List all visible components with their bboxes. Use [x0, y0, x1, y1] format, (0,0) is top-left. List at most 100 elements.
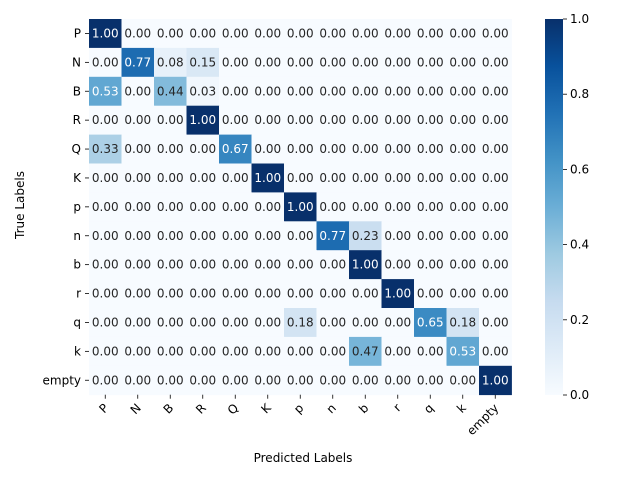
- heatmap-cell: [219, 308, 252, 338]
- cell-value-label: 0.00: [157, 142, 184, 156]
- cell-value-label: 0.00: [189, 258, 216, 272]
- heatmap-cell: [251, 221, 285, 251]
- heatmap-cell: [89, 279, 122, 309]
- heatmap-cell: [479, 105, 512, 135]
- cell-value-label: 0.00: [157, 258, 184, 272]
- heatmap-cell: [154, 250, 187, 280]
- heatmap-cell: [479, 19, 512, 49]
- cell-value-label: 0.08: [157, 55, 184, 69]
- cell-value-label: 0.00: [384, 200, 411, 214]
- heatmap-cell: [251, 250, 285, 280]
- heatmap-cell: [316, 134, 350, 164]
- heatmap-cell: [446, 336, 480, 367]
- cell-value-label: 0.00: [287, 55, 314, 69]
- heatmap-cell: [381, 163, 415, 193]
- cell-value-label: 0.00: [417, 171, 444, 185]
- cell-value-label: 0.00: [287, 287, 314, 301]
- heatmap-cell: [284, 279, 317, 309]
- cell-value-label: 0.00: [417, 113, 444, 127]
- cell-value-label: 0.00: [287, 373, 314, 387]
- heatmap-cell: [316, 221, 350, 251]
- heatmap-cell: [121, 105, 155, 135]
- colorbar-tick-label: 0.8: [570, 87, 589, 101]
- heatmap-cell: [479, 76, 512, 107]
- cell-value-label: 0.00: [254, 26, 281, 40]
- heatmap-cell: [446, 47, 480, 78]
- cell-value-label: 0.00: [254, 84, 281, 98]
- cell-value-label: 0.18: [449, 315, 476, 329]
- cell-value-label: 0.00: [92, 258, 119, 272]
- heatmap-cell: [186, 221, 220, 251]
- heatmap-cell: [186, 134, 220, 164]
- heatmap-cell: [154, 308, 187, 338]
- cell-value-label: 0.00: [384, 55, 411, 69]
- cell-value-label: 0.00: [157, 373, 184, 387]
- cell-value-label: 0.00: [319, 200, 346, 214]
- y-tick-label: empty: [43, 373, 82, 387]
- heatmap-cell: [219, 336, 252, 367]
- x-tick-label: r: [390, 401, 403, 414]
- heatmap-cell: [349, 105, 382, 135]
- cell-value-label: 0.00: [222, 229, 249, 243]
- cell-value-label: 0.00: [189, 373, 216, 387]
- x-tick-label: Q: [225, 401, 242, 418]
- heatmap-cell: [121, 19, 155, 49]
- cell-value-label: 0.00: [254, 142, 281, 156]
- y-tick-label: N: [72, 55, 81, 69]
- heatmap-cell: [446, 308, 480, 338]
- heatmap-cell: [219, 76, 252, 107]
- heatmap-cell: [349, 365, 382, 396]
- heatmap-cell: [186, 279, 220, 309]
- cell-value-label: 0.00: [319, 344, 346, 358]
- heatmap-cell: [251, 308, 285, 338]
- heatmap-cell: [219, 134, 252, 164]
- heatmap-cell: [154, 76, 187, 107]
- heatmap-cell: [186, 163, 220, 193]
- heatmap-cell: [284, 336, 317, 367]
- cell-value-label: 0.00: [124, 373, 151, 387]
- x-tick-label: k: [454, 401, 469, 416]
- cell-value-label: 0.00: [482, 229, 509, 243]
- cell-value-label: 0.00: [222, 373, 249, 387]
- cell-value-label: 0.00: [287, 344, 314, 358]
- cell-value-label: 0.00: [417, 229, 444, 243]
- cell-value-label: 0.00: [254, 113, 281, 127]
- cell-value-label: 0.00: [157, 287, 184, 301]
- heatmap-cell: [381, 19, 415, 49]
- cell-value-label: 0.18: [287, 315, 314, 329]
- cell-value-label: 0.00: [189, 229, 216, 243]
- cell-value-label: 0.44: [157, 84, 184, 98]
- heatmap-cell: [479, 250, 512, 280]
- heatmap-cell: [121, 365, 155, 396]
- y-tick-label: k: [74, 344, 81, 358]
- heatmap-cell: [89, 134, 122, 164]
- cell-value-label: 0.00: [449, 373, 476, 387]
- cell-value-label: 0.00: [189, 26, 216, 40]
- cell-value-label: 0.00: [319, 113, 346, 127]
- heatmap-cell: [251, 47, 285, 78]
- heatmap-cell: [446, 163, 480, 193]
- cell-value-label: 0.00: [352, 142, 379, 156]
- heatmap-cell: [446, 105, 480, 135]
- cell-value-label: 0.00: [417, 84, 444, 98]
- heatmap-cell: [414, 47, 447, 78]
- y-tick-label: q: [73, 315, 81, 329]
- cell-value-label: 0.00: [482, 344, 509, 358]
- heatmap-cell: [414, 163, 447, 193]
- heatmap-cell: [284, 105, 317, 135]
- heatmap-cell: [154, 192, 187, 222]
- heatmap-cell: [446, 134, 480, 164]
- y-tick-label: r: [76, 287, 81, 301]
- cell-value-label: 1.00: [254, 171, 281, 185]
- cell-value-label: 0.00: [287, 84, 314, 98]
- heatmap-cell: [89, 221, 122, 251]
- cell-value-label: 0.00: [384, 26, 411, 40]
- cell-value-label: 0.00: [287, 258, 314, 272]
- heatmap-cell: [381, 221, 415, 251]
- y-axis-label: True Labels: [13, 171, 27, 240]
- cell-value-label: 0.00: [482, 26, 509, 40]
- cell-value-label: 0.00: [92, 287, 119, 301]
- cell-value-label: 0.67: [222, 142, 249, 156]
- x-tick-label: p: [291, 401, 306, 416]
